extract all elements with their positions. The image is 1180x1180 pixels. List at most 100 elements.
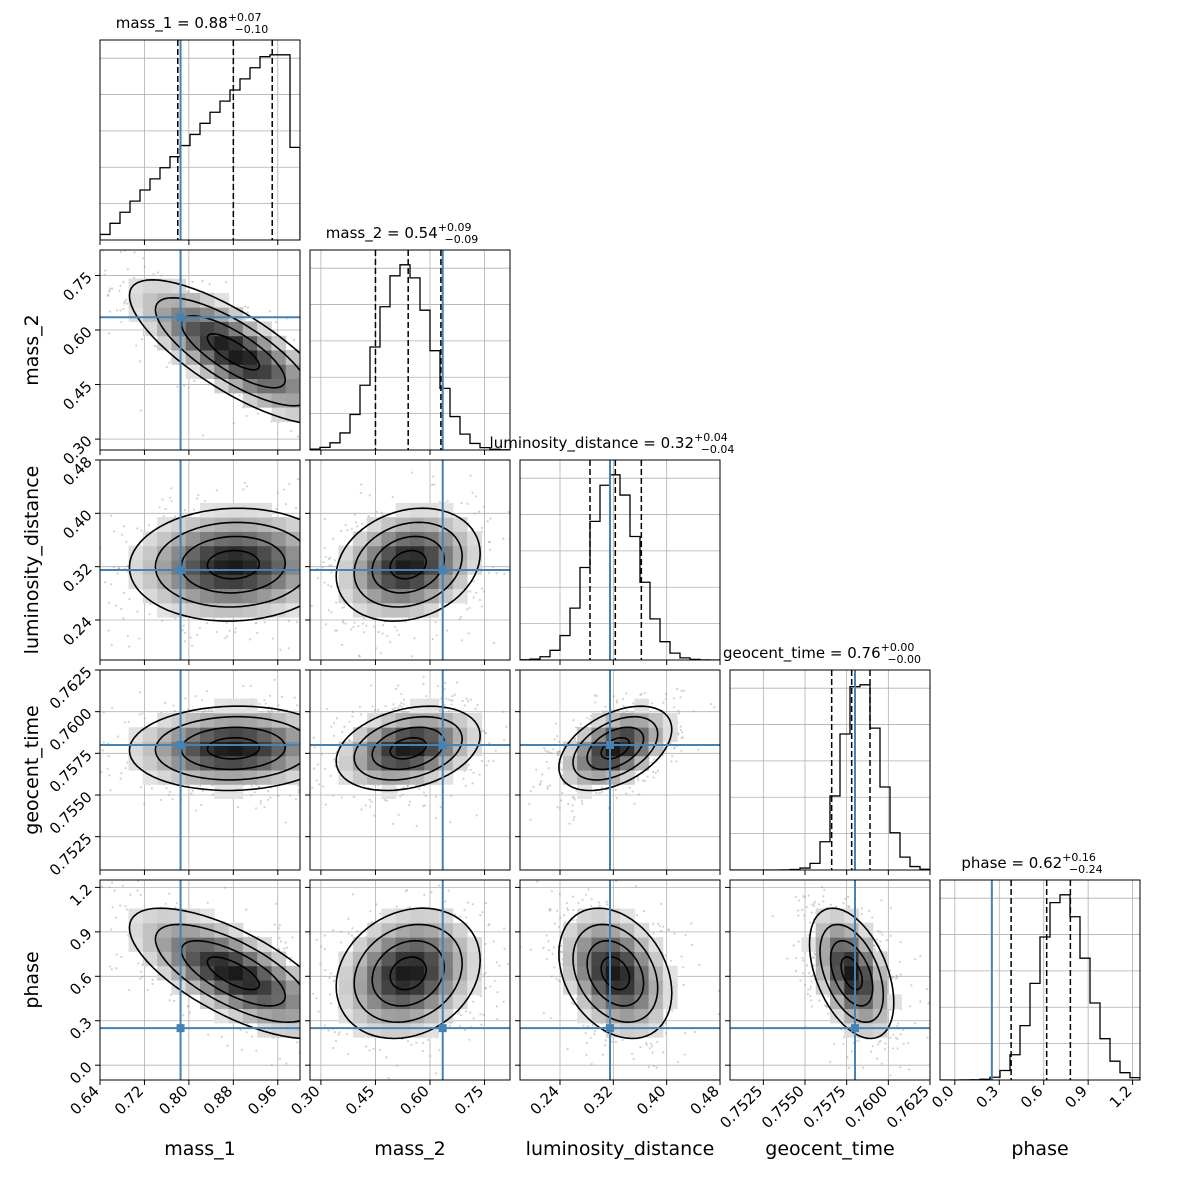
scatter-point [116,735,120,738]
scatter-point [242,684,245,688]
scatter-point [571,803,574,807]
scatter-point [313,353,315,355]
scatter-point [461,699,464,703]
scatter-point [293,786,295,788]
scatter-point [316,577,320,580]
scatter-point [303,390,305,392]
scatter-point [125,540,128,543]
scatter-point [135,344,138,347]
scatter-point [275,508,278,511]
scatter-point [357,654,361,657]
scatter-point [215,489,218,492]
density-cell [171,755,187,771]
scatter-point [288,794,292,797]
scatter-point [107,754,110,758]
scatter-point [108,290,111,293]
scatter-point [305,411,307,413]
density-cell [128,292,144,308]
scatter-point [183,640,187,643]
scatter-point [121,884,125,887]
scatter-point [581,802,584,805]
scatter-point [263,806,266,809]
scatter-point [458,617,462,621]
scatter-point [633,802,636,805]
scatter-point [340,463,342,465]
scatter-point [614,788,617,791]
scatter-point [96,302,98,304]
scatter-point [203,499,206,503]
scatter-point [473,512,476,515]
density-cell [591,755,607,771]
scatter-point [152,272,155,276]
title-minus: −0.09 [444,233,478,246]
scatter-point [311,675,313,677]
density-cell [438,588,454,604]
scatter-point [652,770,655,773]
density-cell [562,755,578,771]
density-cell [381,574,397,590]
scatter-point [165,365,168,369]
scatter-point [532,785,535,788]
scatter-point [234,627,237,630]
scatter-point [108,310,112,313]
scatter-point [676,687,679,691]
scatter-point [301,588,303,590]
density-cell [214,712,230,728]
contours [335,705,482,792]
scatter-point [159,798,162,802]
density-cell [271,350,287,365]
density-cell [228,378,244,394]
scatter-point [381,632,384,635]
scatter-point [327,584,330,587]
scatter-point [394,687,397,691]
density-cell [242,335,258,351]
scatter-point [392,703,395,706]
density-cell [157,588,172,604]
density-cell [367,741,382,757]
density-cell [171,602,187,618]
contour-level [206,332,261,371]
scatter-point [358,705,362,708]
scatter-point [553,738,556,741]
scatter-point [369,805,372,808]
scatter-point [119,250,122,253]
density-cell [185,602,201,618]
contour-level [154,715,300,781]
scatter-point [439,708,442,711]
panel-luminosity_distance-vs-geocent_time [515,669,721,875]
scatter-point [332,537,335,540]
scatter-point [342,619,345,622]
scatter-point [541,773,544,776]
scatter-point [344,433,346,435]
density-cell [395,712,411,728]
scatter-point [352,625,355,628]
scatter-point [317,359,319,361]
density-cell [591,770,607,785]
title-plus: +0.04 [694,431,728,444]
scatter-point [278,924,281,927]
scatter-point [316,555,318,557]
scatter-point [328,372,330,374]
scatter-point [488,742,491,745]
scatter-point [316,763,319,766]
scatter-point [107,601,110,604]
scatter-point [249,684,252,688]
scatter-point [672,697,676,700]
scatter-point [340,403,342,405]
scatter-point [287,620,291,623]
density-cell [381,712,397,728]
scatter-point [664,697,668,700]
density-cell [562,770,578,785]
scatter-point [324,421,326,423]
density-cell [257,364,272,380]
scatter-point [110,644,113,647]
density-cell [142,292,158,308]
scatter-point [433,483,436,486]
scatter-point [340,396,342,398]
scatter-point [142,257,145,260]
scatter-point [199,784,202,788]
scatter-point [445,629,449,632]
scatter-point [349,510,351,512]
contour-level [389,737,428,760]
density-cell [452,574,468,590]
